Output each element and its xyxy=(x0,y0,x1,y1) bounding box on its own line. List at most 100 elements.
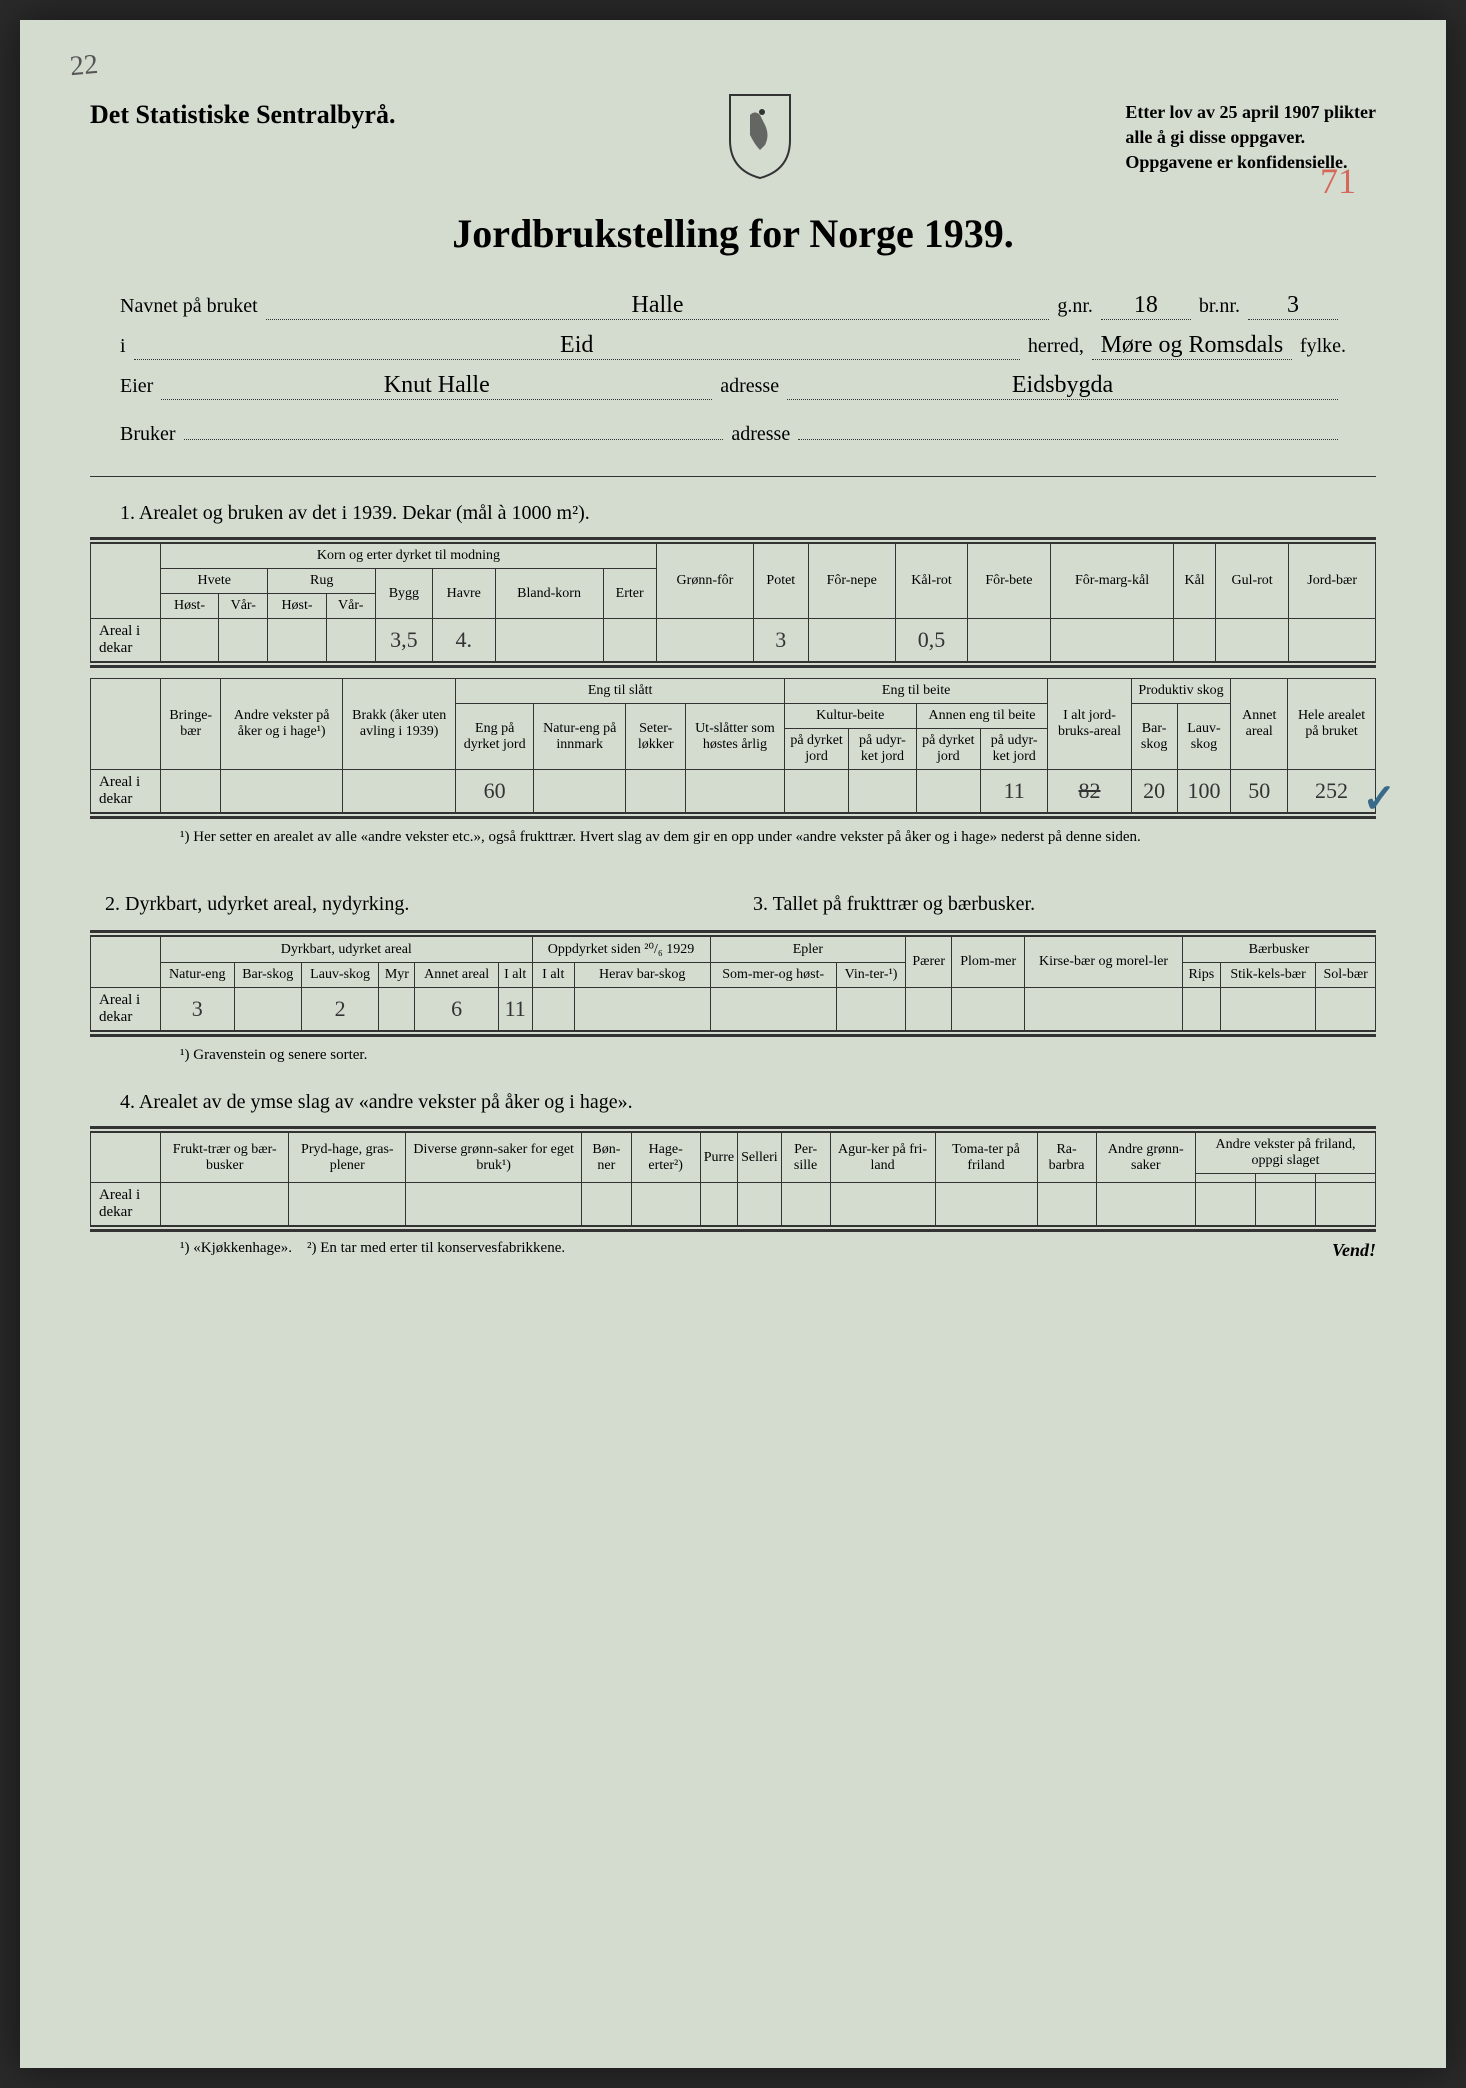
val-annet: 50 xyxy=(1231,770,1288,813)
coat-of-arms-icon xyxy=(720,90,800,180)
i-label: i xyxy=(120,335,126,358)
section3-title: 3. Tallet på frukttrær og bærbusker. xyxy=(753,893,1376,916)
val-lauvskog2: 2 xyxy=(301,988,379,1031)
eier-label: Eier xyxy=(120,375,153,398)
col-seterlokker: Seter-løkker xyxy=(626,704,686,770)
col-rips: Rips xyxy=(1182,963,1220,988)
col-brakk: Brakk (åker uten avling i 1939) xyxy=(342,679,455,770)
section2-title: 2. Dyrkbart, udyrket areal, nydyrking. xyxy=(90,893,713,916)
page-number: 71 xyxy=(1320,160,1356,202)
row-label: Areal i dekar xyxy=(91,619,161,662)
col-natureng: Natur-eng på innmark xyxy=(533,704,625,770)
val-havre: 4. xyxy=(432,619,495,662)
col-andre-gronn: Andre grønn-saker xyxy=(1096,1133,1195,1183)
col-annet-areal: Annet areal xyxy=(1231,679,1288,770)
col-agurker: Agur-ker på fri-land xyxy=(830,1133,935,1183)
col-persille: Per-sille xyxy=(781,1133,830,1183)
col-bygg: Bygg xyxy=(375,569,432,619)
col-annet2: Annet areal xyxy=(415,963,498,988)
row-label: Areal i dekar xyxy=(91,770,161,813)
col-korn-group: Korn og erter dyrket til modning xyxy=(161,544,657,569)
col-havre: Havre xyxy=(432,569,495,619)
col-paerer: Pærer xyxy=(906,937,952,988)
farm-name-field: Halle xyxy=(266,292,1050,320)
col-blandkorn: Bland-korn xyxy=(495,569,603,619)
col-jordbaer: Jord-bær xyxy=(1289,544,1376,619)
val-potet: 3 xyxy=(754,619,809,662)
val-kalrot: 0,5 xyxy=(895,619,967,662)
col-ialt2: I alt xyxy=(498,963,532,988)
col-hvete: Hvete xyxy=(161,569,268,594)
section2-footnote: ¹) Gravenstein og senere sorter. xyxy=(90,1039,1376,1066)
bruker-label: Bruker xyxy=(120,423,176,446)
adresse2-label: adresse xyxy=(731,423,790,446)
table-row: Areal i dekar 60 11 82 20 100 50 252 xyxy=(91,770,1376,813)
val-lauvskog: 100 xyxy=(1177,770,1231,813)
col-annen-eng: Annen eng til beite xyxy=(916,704,1048,729)
col-kb-udyrket: på udyr-ket jord xyxy=(849,729,916,770)
col-frukttraer: Frukt-trær og bær-busker xyxy=(161,1133,289,1183)
document-title: Jordbrukstelling for Norge 1939. xyxy=(90,210,1376,257)
col-forbete: Fôr-bete xyxy=(968,544,1051,619)
col-andre-vekster: Andre vekster på åker og i hage¹) xyxy=(221,679,343,770)
col-solbaer: Sol-bær xyxy=(1316,963,1376,988)
val-bygg: 3,5 xyxy=(375,619,432,662)
table-row: Areal i dekar 3,5 4. 3 0,5 xyxy=(91,619,1376,662)
col-stikkelsbaer: Stik-kels-bær xyxy=(1220,963,1316,988)
col-hvete-host: Høst- xyxy=(161,594,219,619)
table-section1b: Bringe-bær Andre vekster på åker og i ha… xyxy=(90,678,1376,813)
col-hageerter: Hage-erter²) xyxy=(631,1133,700,1183)
col-selleri: Selleri xyxy=(738,1133,782,1183)
checkmark-icon: ✓ xyxy=(1362,775,1396,822)
val-eng-dyrket: 60 xyxy=(456,770,534,813)
col-produktiv-skog: Produktiv skog xyxy=(1131,679,1231,704)
brnr-label: br.nr. xyxy=(1199,295,1240,318)
herred-label: herred, xyxy=(1028,335,1084,358)
document-page: 22 71 Det Statistiske Sentralbyrå. Etter… xyxy=(20,20,1446,2068)
col-kb-dyrket: på dyrket jord xyxy=(784,729,848,770)
eier-field: Knut Halle xyxy=(161,372,712,400)
bruker-field xyxy=(184,412,724,440)
section4-footnotes: ¹) «Kjøkkenhage». ²) En tar med erter ti… xyxy=(90,1234,1376,1261)
footnote4-1: ¹) «Kjøkkenhage». xyxy=(180,1240,292,1256)
col-erter: Erter xyxy=(603,569,656,619)
val-barskog: 20 xyxy=(1131,770,1177,813)
col-myr: Myr xyxy=(379,963,415,988)
section1b-footnote: ¹) Her setter en arealet av alle «andre … xyxy=(90,821,1376,848)
col-rabarbra: Ra-barbra xyxy=(1037,1133,1096,1183)
col-potet: Potet xyxy=(754,544,809,619)
col-andre-friland: Andre vekster på friland, oppgi slaget xyxy=(1196,1133,1376,1174)
col-eng-dyrket: Eng på dyrket jord xyxy=(456,704,534,770)
col-ae-dyrket: på dyrket jord xyxy=(916,729,980,770)
col-dyrkbart-group: Dyrkbart, udyrket areal xyxy=(161,937,533,963)
col-ialt3: I alt xyxy=(532,963,574,988)
agency-name: Det Statistiske Sentralbyrå. xyxy=(90,100,395,130)
row-label: Areal i dekar xyxy=(91,1183,161,1226)
val-ialt2: 11 xyxy=(498,988,532,1031)
form-header: Navnet på bruket Halle g.nr. 18 br.nr. 3… xyxy=(90,292,1376,446)
col-gronnfor: Grønn-fôr xyxy=(656,544,753,619)
col-sommer: Som-mer-og høst- xyxy=(710,963,836,988)
val-natureng2: 3 xyxy=(161,988,235,1031)
col-eng-slatt: Eng til slått xyxy=(456,679,784,704)
val-ialt-prev: 11 xyxy=(981,770,1048,813)
col-eng-beite: Eng til beite xyxy=(784,679,1048,704)
table-section2-3: Dyrkbart, udyrket areal Oppdyrket siden … xyxy=(90,936,1376,1031)
gnr-field: 18 xyxy=(1101,292,1191,320)
col-utslatter: Ut-slåtter som høstes årlig xyxy=(685,704,784,770)
header: Det Statistiske Sentralbyrå. Etter lov a… xyxy=(90,80,1376,180)
county-field: Møre og Romsdals xyxy=(1092,332,1292,360)
table-section4: Frukt-trær og bær-busker Pryd-hage, gras… xyxy=(90,1132,1376,1226)
row-label: Areal i dekar xyxy=(91,988,161,1031)
gnr-label: g.nr. xyxy=(1057,295,1093,318)
farm-name-label: Navnet på bruket xyxy=(120,295,258,318)
col-epler: Epler xyxy=(710,937,906,963)
col-formargkal: Fôr-marg-kål xyxy=(1050,544,1174,619)
col-diverse: Diverse grønn-saker for eget bruk¹) xyxy=(406,1133,582,1183)
col-kulturbeite: Kultur-beite xyxy=(784,704,916,729)
col-barskog: Bar-skog xyxy=(1131,704,1177,770)
col-fornepe: Fôr-nepe xyxy=(808,544,895,619)
table-row: Areal i dekar 3 2 6 11 xyxy=(91,988,1376,1031)
col-gulrot: Gul-rot xyxy=(1215,544,1289,619)
col-prydhage: Pryd-hage, gras-plener xyxy=(289,1133,406,1183)
